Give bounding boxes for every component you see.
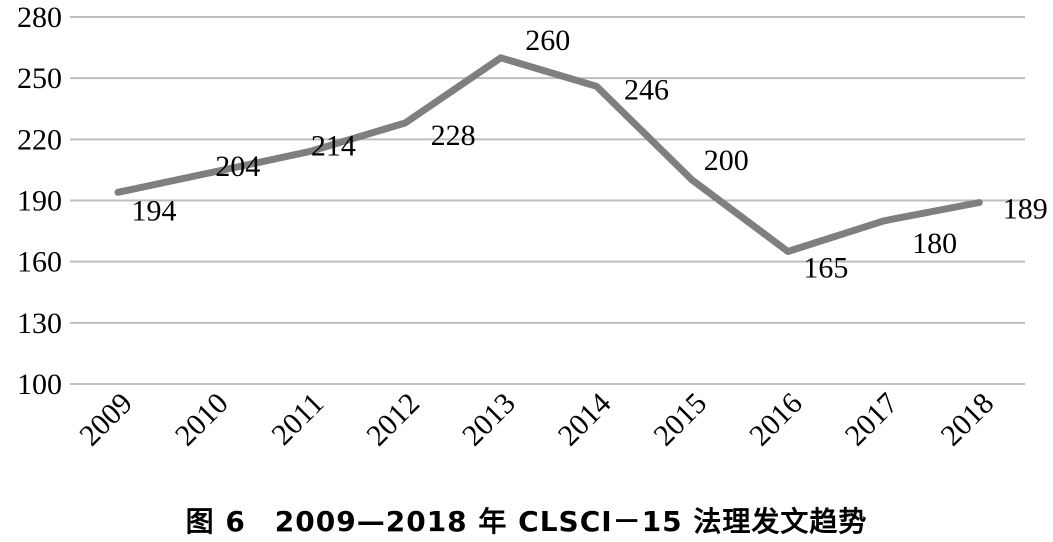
x-tick-label-2013: 2013 [456, 387, 522, 453]
data-label-2011: 214 [311, 130, 356, 163]
data-label-2015: 200 [704, 144, 749, 177]
data-point-2015 [691, 179, 693, 181]
x-tick-label-2016: 2016 [743, 387, 809, 453]
y-tick-label-280: 280 [17, 1, 62, 34]
data-point-2012 [404, 122, 406, 124]
data-label-2009: 194 [132, 194, 177, 227]
data-point-2017 [883, 220, 885, 222]
data-label-2012: 228 [431, 119, 476, 152]
y-tick-label-250: 250 [17, 62, 62, 95]
series-line [114, 54, 983, 255]
data-label-2013: 260 [525, 24, 570, 57]
x-tick-label-2012: 2012 [360, 387, 426, 453]
data-labels: 194 204 214 228 260 246 200 165 180 189 [132, 24, 1048, 285]
data-point-2018 [978, 202, 980, 204]
data-point-2011 [308, 151, 310, 153]
data-point-2009 [117, 191, 119, 193]
data-point-2016 [787, 250, 789, 252]
x-tick-label-2010: 2010 [169, 387, 235, 453]
x-tick-label-2018: 2018 [934, 387, 1000, 453]
series-line-path [114, 54, 983, 255]
data-point-2010 [213, 171, 215, 173]
x-axis-tick-labels: 2009 2010 2011 2012 2013 2014 2015 2016 2017 2018 [73, 387, 1000, 453]
x-tick-label-2015: 2015 [647, 387, 713, 453]
y-tick-label-160: 160 [17, 246, 62, 279]
grid-lines [70, 16, 1025, 385]
data-point-2014 [596, 85, 597, 87]
y-tick-label-220: 220 [17, 123, 62, 156]
figure-caption: 图 6 2009—2018 年 CLSCI－15 法理发文趋势 [185, 505, 868, 538]
data-label-2017: 180 [912, 227, 957, 260]
y-tick-label-190: 190 [17, 185, 62, 218]
x-tick-label-2009: 2009 [73, 387, 139, 453]
y-tick-label-100: 100 [17, 368, 62, 401]
x-tick-label-2011: 2011 [265, 387, 330, 452]
data-label-2014: 246 [624, 73, 669, 106]
x-tick-label-2014: 2014 [552, 387, 618, 453]
data-label-2018: 189 [1003, 193, 1048, 226]
y-axis-tick-labels: 100 130 160 190 220 250 280 [17, 1, 62, 401]
data-label-2010: 204 [215, 150, 260, 183]
data-label-2016: 165 [803, 251, 848, 284]
y-tick-label-130: 130 [17, 307, 62, 340]
x-tick-label-2017: 2017 [839, 387, 905, 453]
data-point-2013 [500, 57, 502, 59]
